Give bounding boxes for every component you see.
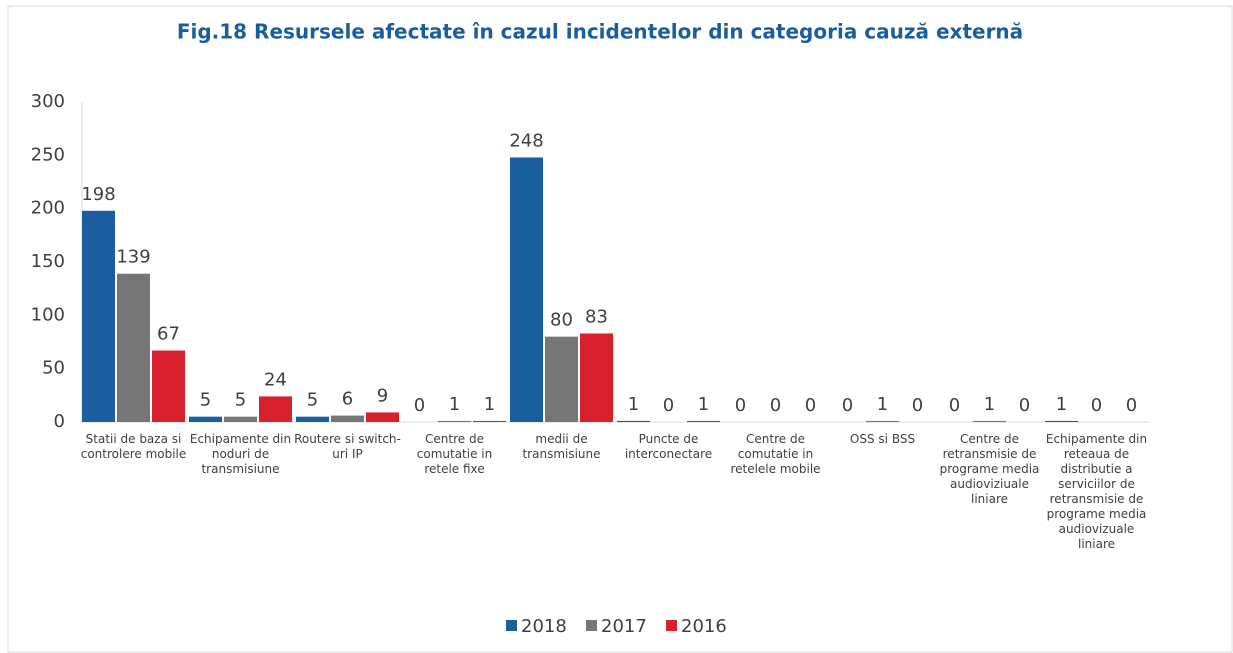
value-label: 1	[698, 394, 709, 415]
bar	[152, 350, 185, 422]
x-tick-label: Routere si switch-uri IP	[294, 432, 401, 461]
x-tick-label: medii de transmisiune	[522, 432, 601, 461]
value-label: 0	[842, 395, 853, 416]
y-tick-label: 150	[31, 251, 65, 272]
bar	[438, 420, 471, 422]
value-label: 0	[770, 395, 781, 416]
value-label: 1	[628, 394, 639, 415]
value-label: 0	[1126, 395, 1137, 416]
bar	[296, 416, 329, 422]
value-label: 248	[509, 130, 543, 151]
bar	[545, 336, 578, 422]
bar	[973, 420, 1006, 422]
value-label: 0	[1019, 395, 1030, 416]
bar	[473, 420, 506, 422]
y-tick-label: 0	[54, 411, 65, 432]
bar	[259, 396, 292, 422]
value-label: 1	[449, 394, 460, 415]
legend-swatch	[586, 620, 597, 631]
value-label: 0	[1091, 395, 1102, 416]
value-label: 0	[414, 395, 425, 416]
x-tick-label: OSS si BSS	[849, 432, 916, 446]
bar	[331, 415, 364, 422]
value-label: 0	[663, 395, 674, 416]
legend-label: 2017	[601, 616, 647, 637]
y-tick-label: 300	[31, 91, 65, 112]
legend-swatch	[666, 620, 677, 631]
x-tick-label: Echipamente din reteaua de distributie a…	[1045, 432, 1148, 551]
bar	[687, 420, 720, 422]
legend-label: 2018	[521, 616, 567, 637]
value-label: 0	[805, 395, 816, 416]
y-tick-label: 250	[31, 144, 65, 165]
bar	[117, 273, 150, 422]
value-label: 139	[116, 247, 150, 268]
bar	[1045, 420, 1078, 422]
value-label: 67	[157, 324, 180, 345]
value-label: 80	[550, 310, 573, 331]
x-tick-label: Centre de comutatie in retele fixe	[416, 432, 493, 476]
x-tick-label: Statii de baza si controlere mobile	[80, 432, 187, 461]
chart-border	[7, 5, 1233, 653]
bar	[189, 416, 222, 422]
x-tick-label: Centre de comutatie in retelele mobile	[730, 432, 821, 476]
value-label: 5	[307, 390, 318, 411]
y-tick-label: 200	[31, 198, 65, 219]
bar	[617, 420, 650, 422]
y-tick-label: 50	[42, 358, 65, 379]
value-label: 0	[912, 395, 923, 416]
value-label: 1	[1056, 394, 1067, 415]
value-label: 0	[949, 395, 960, 416]
bar	[82, 210, 115, 422]
bar	[366, 412, 399, 422]
bar	[866, 420, 899, 422]
value-label: 1	[484, 394, 495, 415]
value-label: 9	[377, 385, 388, 406]
value-label: 5	[200, 390, 211, 411]
x-tick-label: Puncte de interconectare	[624, 432, 713, 461]
x-tick-label: Echipamente din noduri de transmisiune	[189, 432, 292, 476]
bar	[580, 333, 613, 422]
value-label: 6	[342, 389, 353, 410]
legend-label: 2016	[681, 616, 727, 637]
legend-swatch	[506, 620, 517, 631]
bar	[224, 416, 257, 422]
value-label: 1	[877, 394, 888, 415]
x-tick-label: Centre de retransmisie de programe media…	[939, 432, 1040, 506]
value-label: 0	[735, 395, 746, 416]
value-label: 5	[235, 390, 246, 411]
chart-title: Fig.18 Resursele afectate în cazul incid…	[177, 20, 1023, 44]
value-label: 198	[81, 184, 115, 205]
value-label: 1	[984, 394, 995, 415]
y-tick-label: 100	[31, 304, 65, 325]
bar	[510, 157, 543, 422]
value-label: 83	[585, 306, 608, 327]
value-label: 24	[264, 369, 287, 390]
